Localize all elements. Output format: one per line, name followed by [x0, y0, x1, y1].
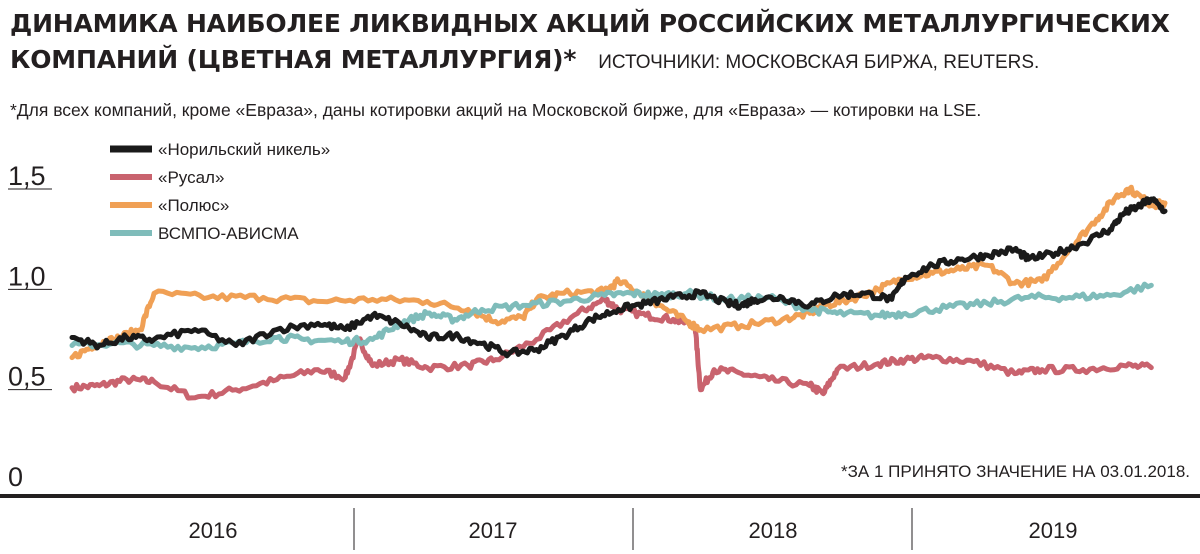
y-tick-label: 0,5	[8, 362, 46, 392]
footnote: *Для всех компаний, кроме «Евраза», даны…	[10, 100, 982, 120]
chart-title: ДИНАМИКА НАИБОЛЕЕ ЛИКВИДНЫХ АКЦИЙ РОССИЙ…	[10, 6, 1195, 81]
series-line-3	[69, 281, 1154, 353]
series-line-0	[69, 196, 1168, 359]
x-axis	[0, 494, 1200, 550]
x-tick-label: 2019	[1029, 518, 1078, 543]
legend-label: ВСМПО-АВИСМА	[158, 224, 299, 243]
x-tick-label: 2016	[189, 518, 238, 543]
series-line-1	[69, 296, 1154, 401]
gridlines	[8, 188, 52, 391]
series-line-2	[69, 184, 1168, 361]
x-axis-line	[0, 494, 1200, 498]
y-tick-label: 0	[8, 462, 23, 492]
series-lines	[69, 184, 1168, 401]
chart-title-text: ДИНАМИКА НАИБОЛЕЕ ЛИКВИДНЫХ АКЦИЙ РОССИЙ…	[10, 9, 1170, 74]
source-note: ИСТОЧНИКИ: МОСКОВСКАЯ БИРЖА, REUTERS.	[598, 52, 1040, 73]
x-axis-labels: 2016 2017 2018 2019	[189, 518, 1078, 543]
y-axis-labels: 0 0,5 1,0 1,5	[8, 161, 46, 492]
legend-label: «Русал»	[158, 168, 224, 187]
legend: «Норильский никель» «Русал» «Полюс» ВСМПО-А…	[110, 140, 330, 243]
y-tick-label: 1,0	[8, 261, 46, 291]
legend-label: «Полюс»	[158, 196, 229, 215]
normalization-note: *ЗА 1 ПРИНЯТО ЗНАЧЕНИЕ НА 03.01.2018.	[841, 462, 1190, 481]
x-tick-label: 2018	[749, 518, 798, 543]
y-tick-label: 1,5	[8, 161, 46, 191]
legend-label: «Норильский никель»	[158, 140, 330, 159]
x-tick-label: 2017	[469, 518, 518, 543]
